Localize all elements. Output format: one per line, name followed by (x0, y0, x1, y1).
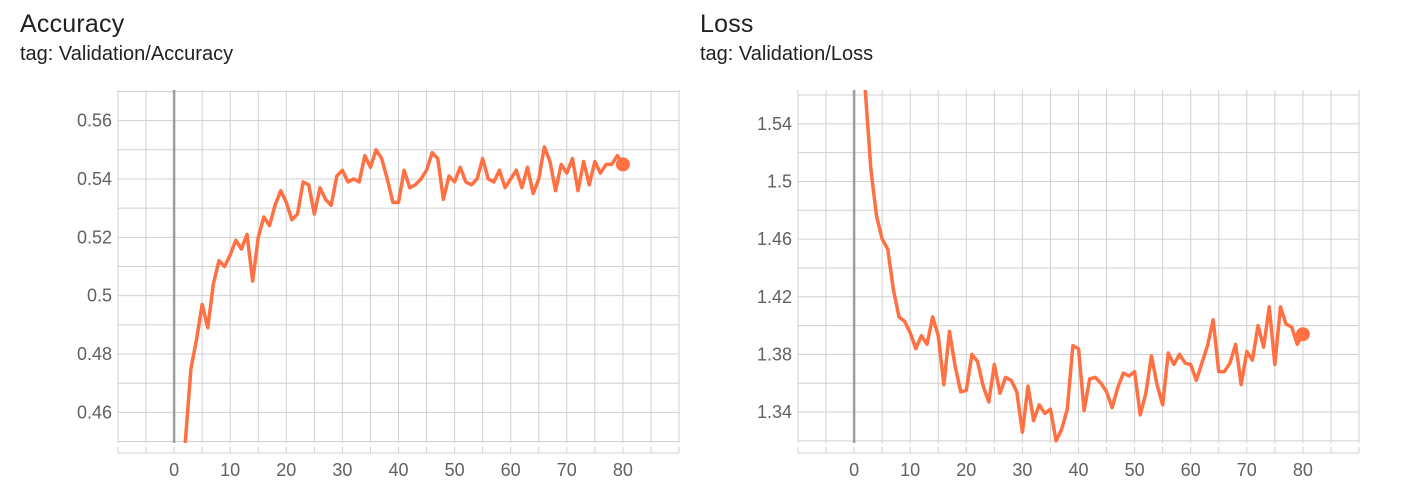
x-tick-label: 50 (445, 460, 465, 480)
x-tick-label: 40 (388, 460, 408, 480)
x-tick-label: 80 (613, 460, 633, 480)
y-tick-label: 1.38 (757, 344, 792, 364)
loss-chart-panel: Loss tag: Validation/Loss 1.34 1.38 1.42 1.… (680, 0, 1360, 498)
x-tick-label: 20 (956, 460, 976, 480)
y-tick-label: 1.54 (757, 114, 792, 134)
series-end-point (615, 157, 630, 172)
x-tick-label: 60 (1181, 460, 1201, 480)
x-tick-label: 60 (501, 460, 521, 480)
y-tick-label: 1.34 (757, 402, 792, 422)
y-tick-label: 0.56 (77, 111, 112, 131)
series-line (183, 145, 625, 443)
x-tick-label: 30 (1012, 460, 1032, 480)
series-end-point (1295, 327, 1310, 342)
x-tick-label: 0 (169, 460, 179, 480)
x-tick-label: 70 (1237, 460, 1257, 480)
y-tick-label: 0.46 (77, 402, 112, 422)
x-tick-label: 80 (1293, 460, 1313, 480)
x-tick-label: 10 (220, 460, 240, 480)
grid (797, 90, 1360, 443)
x-tick-label: 20 (276, 460, 296, 480)
chart-title: Accuracy (20, 10, 125, 38)
x-tick-label: 40 (1068, 460, 1088, 480)
series-line (863, 90, 1305, 443)
x-tick-label: 30 (332, 460, 352, 480)
accuracy-chart-panel: Accuracy tag: Validation/Accuracy 0.46 0.… (0, 0, 680, 498)
chart-subtitle: tag: Validation/Accuracy (20, 43, 234, 65)
chart-subtitle: tag: Validation/Loss (700, 43, 874, 65)
chart-title: Loss (700, 10, 754, 38)
accuracy-plot: 0.46 0.48 0.5 0.52 0.54 0.56 0 10 20 30 40 50 60 70 80 (77, 90, 680, 480)
y-tick-label: 0.48 (77, 344, 112, 364)
y-tick-label: 0.5 (87, 286, 112, 306)
loss-plot: 1.34 1.38 1.42 1.46 1.5 1.54 0 10 20 30 40 50 60 70 80 (757, 90, 1360, 480)
y-tick-label: 0.54 (77, 169, 112, 189)
y-tick-label: 0.52 (77, 227, 112, 247)
x-tick-label: 0 (849, 460, 859, 480)
y-tick-label: 1.46 (757, 229, 792, 249)
x-tick-label: 50 (1125, 460, 1145, 480)
grid (117, 90, 680, 443)
y-tick-label: 1.42 (757, 287, 792, 307)
x-tick-label: 70 (557, 460, 577, 480)
x-tick-label: 10 (900, 460, 920, 480)
y-tick-label: 1.5 (767, 171, 792, 191)
